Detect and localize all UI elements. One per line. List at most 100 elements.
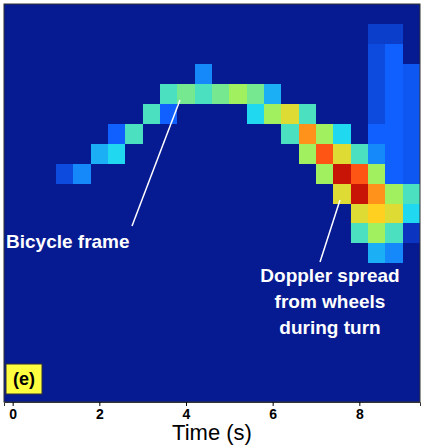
heatmap-cell [299, 243, 317, 263]
heatmap-cell [177, 382, 195, 402]
heatmap-cell [91, 362, 109, 382]
heatmap-cell [143, 123, 161, 143]
heatmap-cell [229, 64, 247, 84]
heatmap-cell [299, 163, 317, 183]
heatmap-cell [143, 4, 161, 24]
heatmap-cell [4, 4, 22, 24]
heatmap-cell [247, 104, 265, 124]
heatmap-cell [281, 223, 299, 243]
heatmap-cell [281, 362, 299, 382]
heatmap-cell [403, 243, 420, 263]
heatmap-cell [143, 263, 161, 283]
heatmap-cell [385, 104, 403, 124]
heatmap-cell [403, 123, 420, 143]
heatmap-cell [316, 362, 334, 382]
heatmap-cell [73, 104, 91, 124]
heatmap-cell [125, 24, 143, 44]
heatmap-cell [143, 24, 161, 44]
heatmap-cell [160, 183, 178, 203]
heatmap-cell [385, 322, 403, 342]
heatmap-cell [125, 143, 143, 163]
heatmap-cell [91, 123, 109, 143]
heatmap-cell [385, 44, 403, 64]
heatmap-cell [91, 4, 109, 24]
heatmap-cell [91, 203, 109, 223]
heatmap-cell [385, 24, 403, 44]
heatmap-cell [91, 322, 109, 342]
heatmap-cell [195, 163, 213, 183]
heatmap-cell [368, 123, 386, 143]
heatmap-cell [212, 322, 230, 342]
heatmap-cell [351, 123, 369, 143]
heatmap-cell [73, 84, 91, 104]
heatmap-cell [160, 203, 178, 223]
heatmap-cell [39, 283, 57, 303]
heatmap-cell [212, 64, 230, 84]
heatmap-cell [125, 283, 143, 303]
heatmap-cell [229, 104, 247, 124]
heatmap-cell [160, 84, 178, 104]
heatmap-cell [195, 283, 213, 303]
heatmap-cell [212, 203, 230, 223]
heatmap-cell [385, 4, 403, 24]
heatmap-cell [212, 342, 230, 362]
heatmap-cell [91, 183, 109, 203]
heatmap-cell [281, 382, 299, 402]
heatmap-cell [125, 84, 143, 104]
heatmap-cell [177, 223, 195, 243]
heatmap-cell [333, 342, 351, 362]
heatmap-cell [264, 223, 282, 243]
heatmap-cell [351, 203, 369, 223]
heatmap-cell [21, 342, 39, 362]
heatmap-cell [351, 163, 369, 183]
heatmap-cell [125, 123, 143, 143]
heatmap-cell [73, 183, 91, 203]
heatmap-cell [91, 24, 109, 44]
annotation: Bicycle frame [6, 231, 130, 252]
heatmap-cell [73, 24, 91, 44]
heatmap-cell [316, 64, 334, 84]
heatmap-cell [125, 362, 143, 382]
heatmap-cell [108, 283, 126, 303]
heatmap-cell [385, 143, 403, 163]
heatmap-cell [56, 303, 74, 323]
heatmap-cell [385, 84, 403, 104]
heatmap-cell [73, 64, 91, 84]
heatmap-cell [351, 183, 369, 203]
heatmap-cell [299, 104, 317, 124]
heatmap-cell [333, 24, 351, 44]
heatmap-cell [368, 143, 386, 163]
heatmap-cell [177, 44, 195, 64]
heatmap-cell [195, 223, 213, 243]
heatmap-cell [39, 143, 57, 163]
heatmap-cell [247, 223, 265, 243]
heatmap-cell [177, 283, 195, 303]
heatmap-cell [108, 263, 126, 283]
heatmap-cell [281, 24, 299, 44]
heatmap-cell [333, 104, 351, 124]
heatmap-cell [177, 203, 195, 223]
heatmap-cell [108, 342, 126, 362]
panel-label-background [6, 364, 42, 394]
heatmap-cell [177, 143, 195, 163]
heatmap-cell [177, 303, 195, 323]
heatmap-cell [21, 322, 39, 342]
heatmap-cell [351, 104, 369, 124]
heatmap-cell [160, 123, 178, 143]
heatmap-cell [264, 44, 282, 64]
heatmap-cell [73, 4, 91, 24]
heatmap-cell [281, 143, 299, 163]
heatmap-cell [351, 342, 369, 362]
heatmap-cell [177, 64, 195, 84]
heatmap-cell [56, 24, 74, 44]
heatmap-cell [108, 143, 126, 163]
heatmap-cell [39, 203, 57, 223]
heatmap-cell [143, 183, 161, 203]
heatmap-cell [21, 143, 39, 163]
heatmap-cell [264, 24, 282, 44]
heatmap-cell [333, 4, 351, 24]
heatmap-cell [316, 143, 334, 163]
heatmap-cell [299, 382, 317, 402]
heatmap-cell [229, 322, 247, 342]
heatmap-cell [264, 183, 282, 203]
